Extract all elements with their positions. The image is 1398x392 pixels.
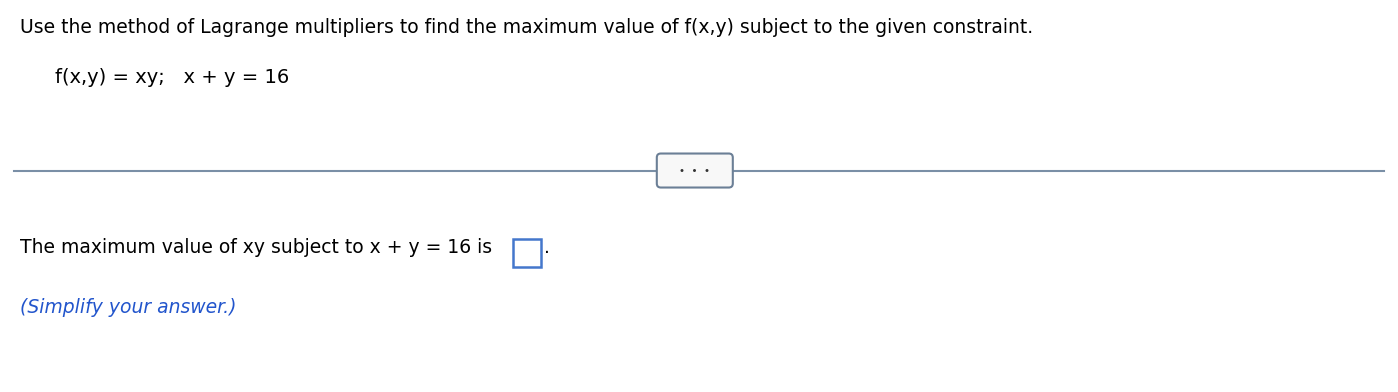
FancyBboxPatch shape bbox=[657, 154, 733, 187]
Text: (Simplify your answer.): (Simplify your answer.) bbox=[20, 298, 236, 317]
Text: •  •  •: • • • bbox=[679, 165, 710, 176]
Text: .: . bbox=[544, 238, 549, 257]
Text: The maximum value of xy subject to x + y = 16 is: The maximum value of xy subject to x + y… bbox=[20, 238, 498, 257]
Text: Use the method of Lagrange multipliers to find the maximum value of f(x,y) subje: Use the method of Lagrange multipliers t… bbox=[20, 18, 1033, 37]
FancyBboxPatch shape bbox=[513, 239, 541, 267]
Text: f(x,y) = xy;   x + y = 16: f(x,y) = xy; x + y = 16 bbox=[55, 68, 289, 87]
